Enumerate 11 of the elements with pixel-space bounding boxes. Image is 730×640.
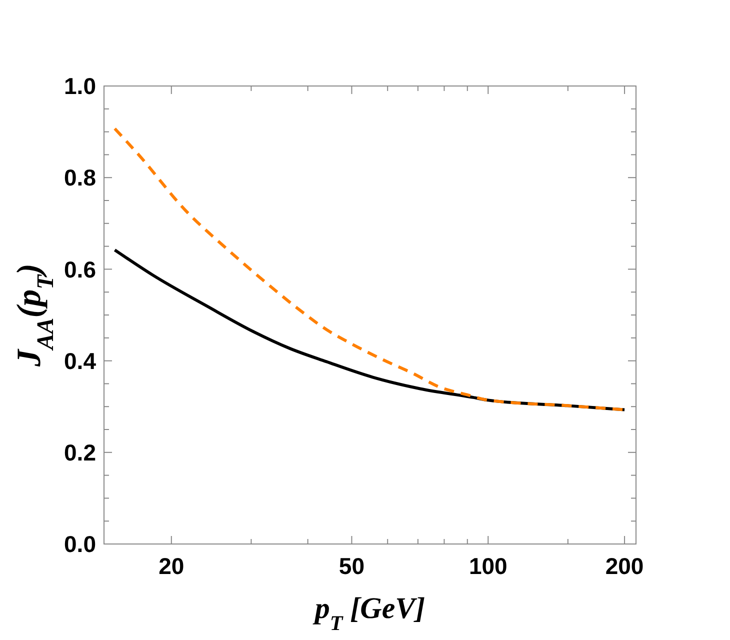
y-tick-label: 0.6 (64, 256, 96, 282)
x-tick-label: 20 (158, 553, 184, 579)
y-tick-label: 0.8 (64, 164, 96, 191)
x-tick-label: 100 (468, 553, 508, 579)
y-tick-label: 0.0 (64, 531, 96, 558)
y-tick-label: 0.2 (64, 439, 96, 466)
y-tick-label: 0.4 (64, 348, 96, 374)
x-axis-title: p$_{T}$ [GeV] (312, 592, 426, 635)
y-tick-label: 1.0 (64, 73, 96, 100)
x-tick-label: 200 (605, 553, 644, 579)
x-tick-label: 50 (338, 553, 365, 579)
